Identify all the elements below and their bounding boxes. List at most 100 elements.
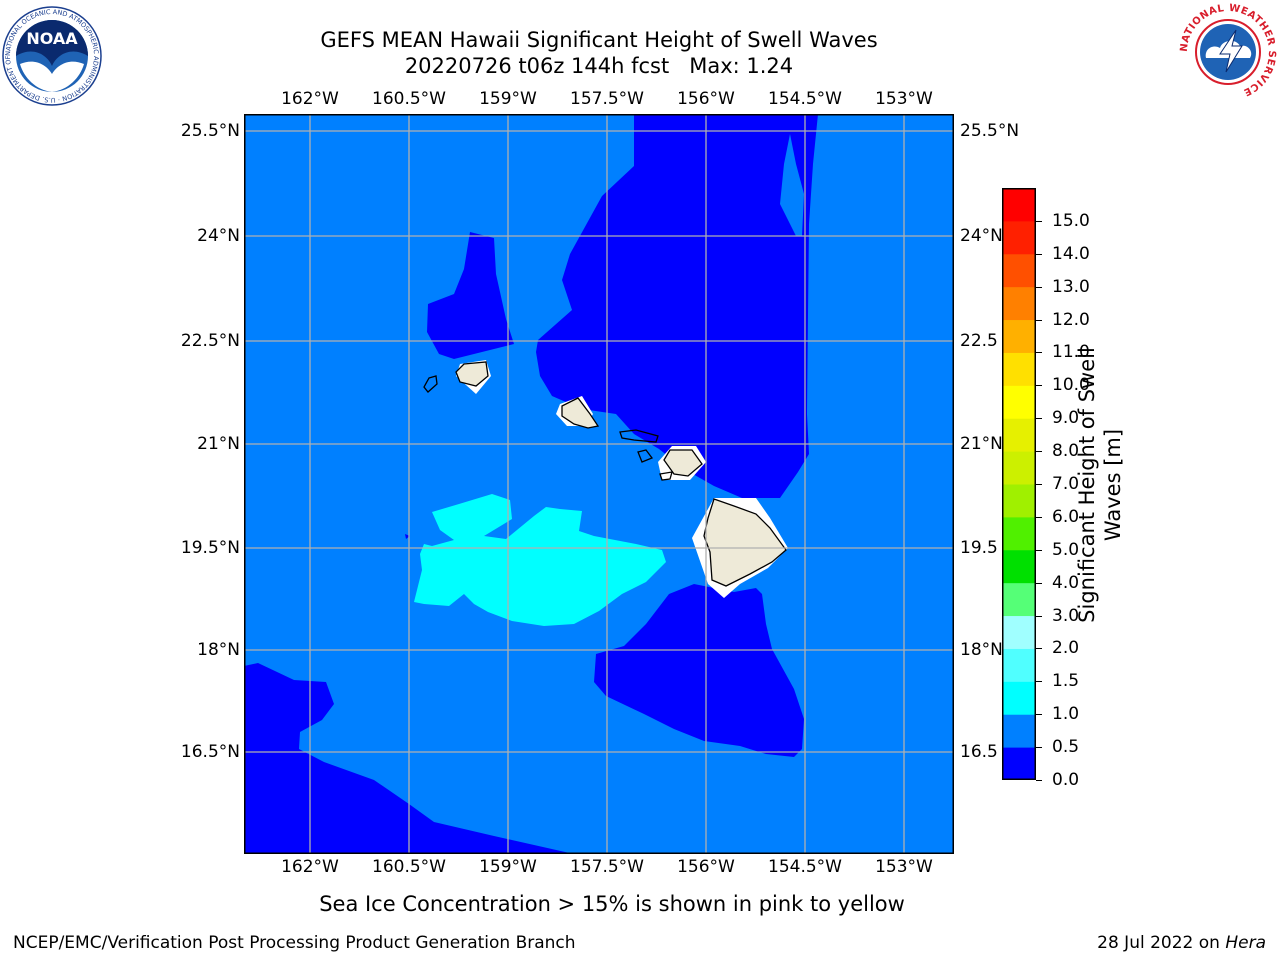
colorbar-tick-mark [1036,220,1042,222]
lon-tick-bottom: 154.5°W [768,857,842,877]
colorbar-tick: 9.0 [1052,408,1080,429]
lat-tick-left: 24°N [197,226,240,246]
colorbar-tick: 1.5 [1052,671,1080,692]
lon-tick-top: 160.5°W [372,89,446,109]
colorbar-segment [1002,286,1036,321]
lon-tick-bottom: 159°W [479,857,537,877]
lon-tick-top: 154.5°W [768,89,842,109]
nws-logo: NATIONAL WEATHER SERVICE [1179,3,1277,101]
swell-height-map [244,114,954,854]
colorbar-tick: 4.0 [1052,572,1080,593]
low-swell-region-southwest [244,663,574,854]
map-frame [244,114,954,854]
colorbar-tick: 14.0 [1052,243,1090,264]
lon-tick-top: 162°W [281,89,339,109]
footer-date-text: 28 Jul 2022 on [1097,933,1226,953]
footer-credit: NCEP/EMC/Verification Post Processing Pr… [13,933,576,953]
lat-tick-left: 18°N [197,640,240,660]
colorbar-tick-mark [1036,319,1042,321]
colorbar-tick: 13.0 [1052,276,1090,297]
colorbar-tick-mark [1036,582,1042,584]
lat-tick-right: 21°N [960,434,1003,454]
colorbar-segment [1002,451,1036,485]
colorbar-tick-mark [1036,516,1042,518]
colorbar-segment [1002,681,1036,715]
colorbar-segment [1002,714,1036,748]
colorbar-segment [1002,418,1036,452]
lon-tick-bottom: 153°W [875,857,933,877]
low-swell-speck [405,534,410,539]
colorbar-tick: 3.0 [1052,605,1080,626]
colorbar-segment [1002,615,1036,649]
island-niihau [423,375,438,393]
lat-tick-left: 19.5°N [180,538,240,558]
low-swell-region-southeast [594,584,804,757]
colorbar-tick: 6.0 [1052,506,1080,527]
lat-tick-left: 16.5°N [180,742,240,762]
colorbar-tick: 0.5 [1052,737,1080,758]
colorbar-tick-mark [1036,681,1042,683]
colorbar-segment [1002,220,1036,255]
colorbar-tick-mark [1036,714,1042,716]
footer-host: Hera [1225,933,1266,953]
colorbar-tick-mark [1036,352,1042,354]
colorbar-segment [1002,648,1036,682]
colorbar-segment [1002,188,1036,222]
lon-tick-bottom: 157.5°W [570,857,644,877]
colorbar-tick: 7.0 [1052,474,1080,494]
lon-tick-top: 156°W [677,89,735,109]
island-lanai [637,449,654,463]
colorbar-tick-mark [1036,549,1042,551]
lat-tick-right: 24°N [960,226,1003,246]
colorbar-tick: 2.0 [1052,638,1080,659]
sea-ice-note: Sea Ice Concentration > 15% is shown in … [319,892,905,916]
colorbar-segment [1002,319,1036,353]
lat-tick-right: 19.5 [960,538,998,558]
swell-channel [780,134,804,236]
colorbar-segment [1002,747,1036,780]
lon-tick-bottom: 156°W [677,857,735,877]
colorbar-tick-mark [1036,286,1042,288]
lat-tick-left: 22.5°N [180,331,240,351]
colorbar [1002,188,1036,780]
lat-tick-right: 16.5 [960,742,998,762]
colorbar-tick: 15.0 [1052,210,1090,231]
colorbar-tick: 11.0 [1052,342,1090,363]
colorbar-label-line1: Significant Height of Swell [1075,347,1099,623]
colorbar-tick-mark [1036,418,1042,420]
colorbar-segment [1002,516,1036,551]
colorbar-tick-mark [1036,615,1042,617]
noaa-logo-text: NOAA [26,29,78,48]
colorbar-tick-mark [1036,451,1042,453]
colorbar-segment [1002,582,1036,617]
lat-tick-right: 22.5 [960,331,998,351]
colorbar-tick: 12.0 [1052,309,1090,330]
colorbar-tick: 1.0 [1052,704,1080,725]
island-molokai [619,429,659,443]
colorbar-tick-mark [1036,747,1042,749]
colorbar-tick: 8.0 [1052,441,1080,462]
lon-tick-top: 159°W [479,89,537,109]
colorbar-segment [1002,253,1036,288]
map-title: GEFS MEAN Hawaii Significant Height of S… [320,28,878,52]
lat-tick-right: 18°N [960,640,1003,660]
footer-date: 28 Jul 2022 on Hera [1097,932,1266,954]
colorbar-tick: 10.0 [1052,375,1090,396]
colorbar-tick-mark [1036,780,1042,781]
colorbar-tick-mark [1036,484,1042,485]
lat-tick-left: 25.5°N [180,121,240,141]
colorbar-tick-mark [1036,385,1042,387]
colorbar-segment [1002,549,1036,584]
lon-tick-top: 153°W [875,89,933,109]
moderate-swell-region [414,494,666,626]
colorbar-tick: 0.0 [1052,770,1080,790]
colorbar-tick: 5.0 [1052,539,1080,560]
map-subtitle: 20220726 t06z 144h fcst Max: 1.24 [404,54,794,78]
island-maui [658,446,706,481]
low-swell-region-northwest [427,232,514,359]
colorbar-segment [1002,385,1036,419]
lon-tick-bottom: 160.5°W [372,857,446,877]
colorbar-label-line2: Waves [m] [1101,428,1125,542]
lat-tick-left: 21°N [197,434,240,454]
lon-tick-bottom: 162°W [281,857,339,877]
